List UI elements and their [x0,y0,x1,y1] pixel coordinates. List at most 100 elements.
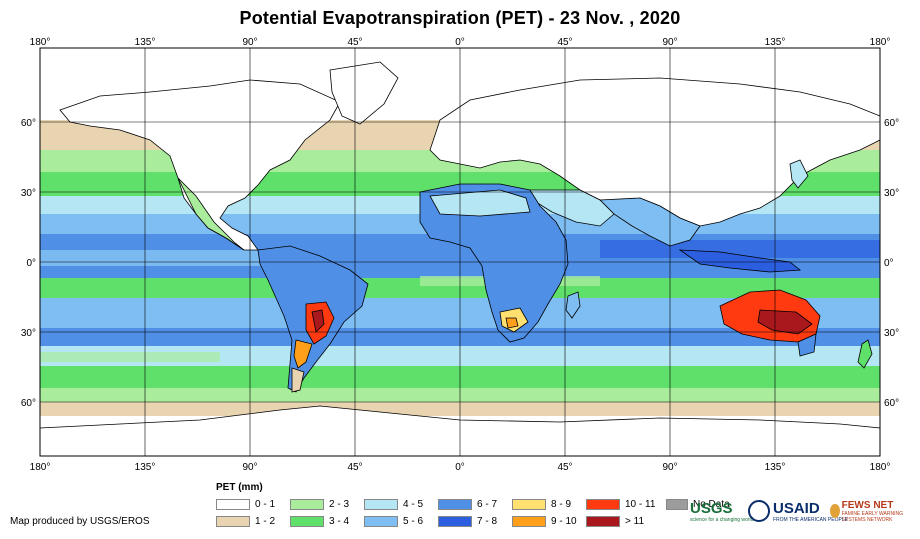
north-america [59,79,341,251]
legend-label: 4 - 5 [403,499,424,510]
lat-label-right: 60° [884,118,899,129]
usaid-seal-icon [748,500,770,522]
lat-label-right: 30° [884,328,899,339]
usaid-logo-text: USAID [773,499,820,517]
legend-swatch [438,516,472,527]
lon-label-top: 90° [242,37,257,48]
usaid-logo: USAID FROM THE AMERICAN PEOPLE [748,498,848,524]
middle-east [529,189,615,227]
eurasia [429,77,881,227]
lon-label-bottom: 135° [135,462,156,473]
lon-label-bottom: 45° [557,462,572,473]
legend-swatch [364,499,398,510]
lon-label-bottom: 180° [870,462,891,473]
lat-label-left: 0° [26,258,36,269]
legend-swatch [512,499,546,510]
africa-north [429,189,531,217]
fewsnet-logo-text: FEWS NET [841,499,894,511]
legend-swatch [512,516,546,527]
legend-item: 5 - 6 [364,515,423,528]
lon-label-bottom: 90° [662,462,677,473]
lat-label-left: 30° [21,188,36,199]
legend-label: 10 - 11 [625,499,656,510]
legend-label: 2 - 3 [329,499,350,510]
graticule [39,47,881,457]
legend-item: 0 - 1 [216,498,275,511]
lon-label-top: 180° [30,37,51,48]
legend-swatch [364,516,398,527]
south-america-warm [293,339,313,369]
usgs-tagline: science for a changing world [690,516,754,523]
lon-label-top: 90° [662,37,677,48]
japan [789,159,809,189]
lat-label-right: 0° [884,258,894,269]
madagascar [565,291,581,319]
legend-label: 5 - 6 [403,516,424,527]
lon-label-top: 45° [557,37,572,48]
lon-label-top: 180° [870,37,891,48]
usgs-logo-text: USGS [690,499,733,517]
fewsnet-logo: FEWS NET FAMINE EARLY WARNING SYSTEMS NE… [830,498,920,524]
legend-swatch [586,499,620,510]
south-america-hot-core [311,309,325,333]
legend-item: 2 - 3 [290,498,349,511]
legend-item: No Data [666,498,730,511]
lon-label-bottom: 90° [242,462,257,473]
legend-swatch [290,516,324,527]
legend-swatch [666,499,688,510]
legend-label: 7 - 8 [477,516,498,527]
north-america-south [177,177,245,251]
africa-south-hot [505,317,519,329]
lon-label-top: 135° [765,37,786,48]
legend-label: 1 - 2 [255,516,276,527]
south-asia [599,197,701,247]
fewsnet-tagline: FAMINE EARLY WARNING SYSTEMS NETWORK [841,510,903,523]
lon-label-bottom: 135° [765,462,786,473]
lon-label-top: 45° [347,37,362,48]
longitude-labels-bottom: 180° 135° 90° 45° 0° 45° 90° 135° 180° [30,462,891,473]
australia-core [757,309,813,335]
legend-swatch [290,499,324,510]
legend-item: 7 - 8 [438,515,497,528]
lon-label-top: 135° [135,37,156,48]
usgs-logo: USGS science for a changing world [690,498,753,524]
legend-item: 6 - 7 [438,498,497,511]
legend-swatch [438,499,472,510]
legend-item: 10 - 11 [586,498,655,511]
legend-item: 9 - 10 [512,515,577,528]
legend-label: 9 - 10 [551,516,577,527]
legend-title: PET (mm) [216,482,263,493]
greenland [329,61,399,125]
legend-item: 8 - 9 [512,498,571,511]
legend-item: 1 - 2 [216,515,275,528]
legend-label: 8 - 9 [551,499,572,510]
lon-label-top: 0° [455,37,465,48]
legend-swatch [216,516,250,527]
australia-edge [797,333,817,357]
legend-label: 0 - 1 [255,499,276,510]
fewsnet-globe-icon [830,504,840,518]
lon-label-bottom: 0° [455,462,465,473]
usaid-tagline: FROM THE AMERICAN PEOPLE [773,516,848,523]
lat-label-right: 30° [884,188,899,199]
legend-swatch [216,499,250,510]
lat-label-left: 60° [21,118,36,129]
patagonia [291,367,305,393]
legend-label: 6 - 7 [477,499,498,510]
legend-item: 4 - 5 [364,498,423,511]
latitude-labels-right: 60° 30° 0° 30° 60° [884,118,899,409]
lat-label-left: 30° [21,328,36,339]
legend-item: > 11 [586,515,644,528]
legend-item: 3 - 4 [290,515,349,528]
lat-label-left: 60° [21,398,36,409]
credit-text: Map produced by USGS/EROS [10,516,150,527]
legend-label: No Data [693,499,730,510]
lat-label-right: 60° [884,398,899,409]
lon-label-bottom: 45° [347,462,362,473]
legend-label: > 11 [625,516,644,527]
longitude-labels-top: 180° 135° 90° 45° 0° 45° 90° 135° 180° [30,37,891,48]
latitude-labels-left: 60° 30° 0° 30° 60° [21,118,36,409]
map-title: Potential Evapotranspiration (PET) - 23 … [239,8,681,28]
lon-label-bottom: 180° [30,462,51,473]
